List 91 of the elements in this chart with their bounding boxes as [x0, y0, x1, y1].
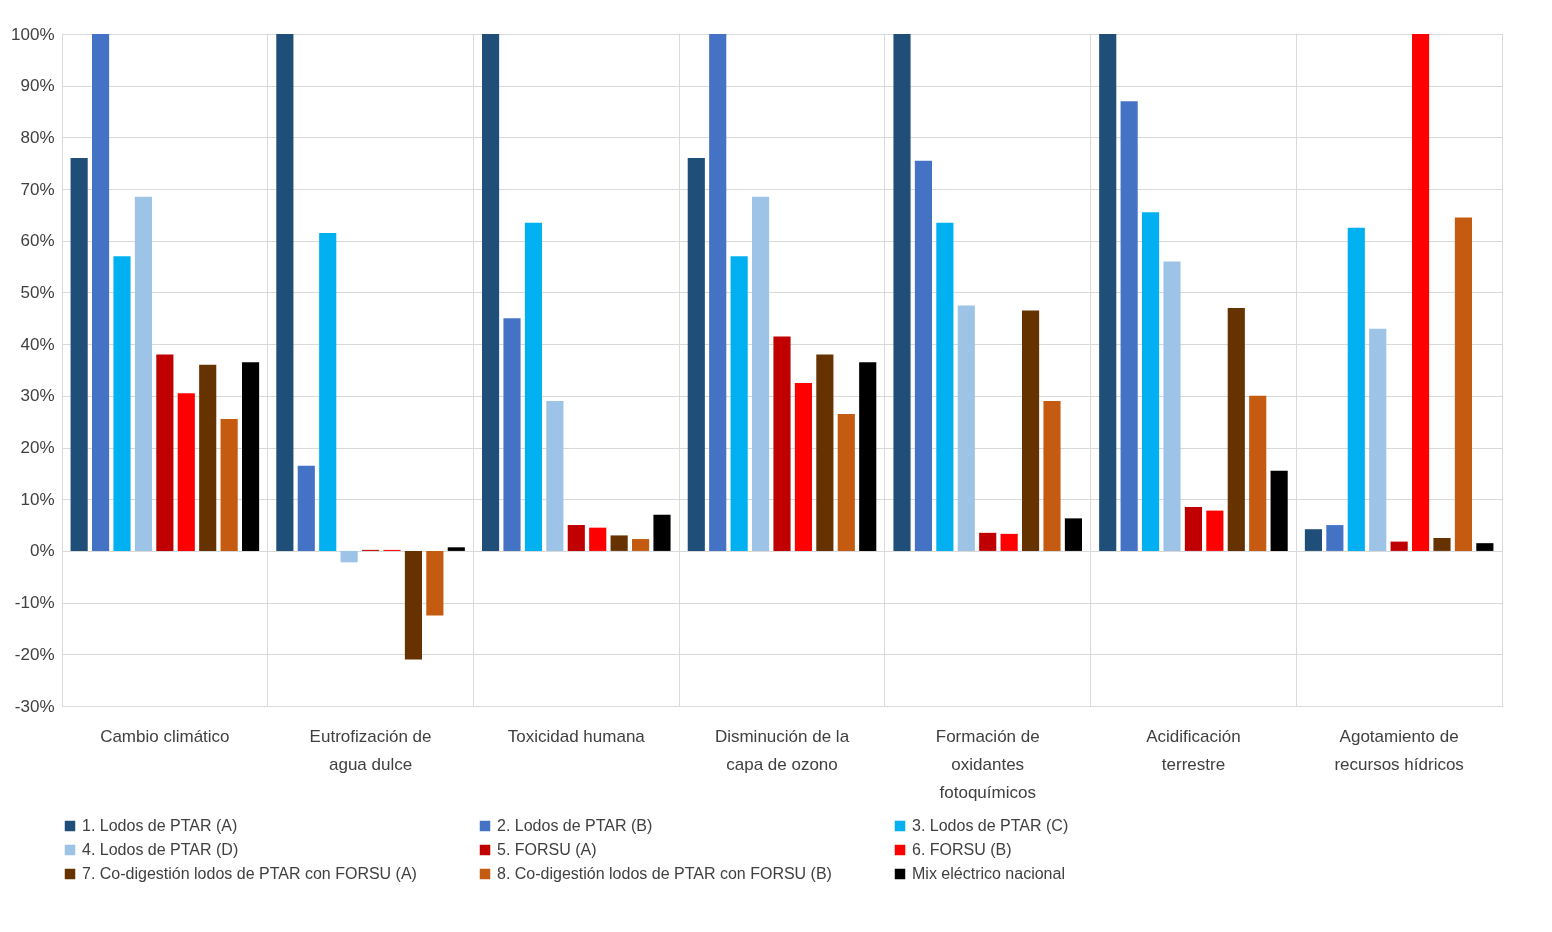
y-tick-label: -10%	[14, 593, 55, 613]
bar	[220, 419, 238, 551]
bar	[1347, 227, 1365, 551]
bar	[297, 465, 315, 551]
bar	[837, 413, 855, 551]
legend-label: Mix eléctrico nacional	[912, 865, 1065, 882]
bar	[1000, 533, 1018, 551]
bar	[503, 318, 521, 551]
y-tick-label: 30%	[20, 386, 55, 406]
bar	[893, 34, 911, 551]
bar	[482, 34, 500, 551]
y-tick-label: 90%	[20, 76, 55, 96]
bar	[177, 393, 195, 551]
bar	[1120, 101, 1138, 551]
y-tick-label: 0%	[29, 541, 55, 561]
bar	[936, 222, 954, 551]
x-tick-label: Agotamiento de recursos hídricos	[1334, 726, 1464, 774]
bar	[914, 160, 932, 551]
bar	[546, 401, 564, 551]
y-tick-label: 40%	[20, 334, 55, 354]
x-tick-label: Cambio climático	[100, 726, 230, 746]
x-tick-label: Toxicidad humana	[507, 726, 646, 746]
bar	[199, 364, 217, 551]
y-tick-label: 50%	[20, 282, 55, 302]
bar	[1369, 328, 1387, 551]
bar	[1064, 518, 1082, 551]
legend-label: 1. Lodos de PTAR (A)	[82, 817, 238, 834]
bar	[1454, 217, 1472, 551]
bar	[1390, 541, 1408, 551]
bar	[404, 550, 422, 660]
y-tick-label: 100%	[11, 24, 55, 44]
bar	[242, 362, 260, 551]
bar	[1433, 538, 1451, 551]
bar	[957, 305, 975, 551]
bar	[276, 34, 294, 551]
y-tick-label: 10%	[20, 489, 55, 509]
legend-label: 8. Co-digestión lodos de PTAR con FORSU (B)	[497, 865, 832, 882]
bar	[1249, 395, 1267, 551]
bar	[113, 256, 131, 551]
bar	[447, 547, 465, 551]
bar	[524, 222, 542, 551]
bar	[340, 550, 358, 563]
x-tick-label: Eutrofización de agua dulce	[309, 726, 432, 774]
y-tick-label: 20%	[20, 438, 55, 458]
bar	[1184, 506, 1202, 551]
bar	[979, 532, 997, 551]
legend-label: 4. Lodos de PTAR (D)	[82, 841, 239, 858]
bar	[859, 362, 877, 551]
bar	[567, 525, 585, 551]
bar	[610, 535, 628, 551]
bar	[1304, 529, 1322, 551]
bar	[92, 34, 110, 551]
bar	[156, 354, 174, 551]
y-tick-label: 80%	[20, 127, 55, 147]
legend-label: 5. FORSU (A)	[497, 841, 597, 858]
bar	[1142, 212, 1160, 551]
x-tick-label: Acidificación terrestre	[1146, 726, 1241, 774]
bar	[653, 514, 671, 551]
legend-label: 6. FORSU (B)	[912, 841, 1012, 858]
bar	[1270, 470, 1288, 551]
bar	[1022, 310, 1040, 551]
bar	[773, 336, 791, 551]
legend-label: 3. Lodos de PTAR (C)	[912, 817, 1069, 834]
legend-label: 7. Co-digestión lodos de PTAR con FORSU (A)	[82, 865, 417, 882]
bar	[426, 550, 444, 616]
x-tick-label: Formación de oxidantes fotoquímicos	[935, 726, 1040, 802]
bar	[730, 256, 748, 551]
bar	[1099, 34, 1117, 551]
bar	[1476, 543, 1494, 551]
bar	[1163, 261, 1181, 551]
bar	[816, 354, 834, 551]
bar	[1043, 401, 1061, 551]
bar	[134, 196, 152, 551]
bar	[709, 34, 727, 551]
y-tick-label: 70%	[20, 179, 55, 199]
bar	[1206, 510, 1224, 551]
bar	[752, 196, 770, 551]
bar	[687, 158, 705, 551]
bar	[1412, 34, 1430, 551]
legend-label: 2. Lodos de PTAR (B)	[497, 817, 653, 834]
bar	[1227, 307, 1245, 551]
bar	[632, 539, 650, 551]
y-tick-label: 60%	[20, 231, 55, 251]
x-tick-label: Disminución de la capa de ozono	[714, 726, 850, 774]
y-tick-label: -20%	[14, 644, 55, 664]
y-tick-label: -30%	[14, 696, 55, 716]
bar	[1326, 525, 1344, 551]
bar	[794, 382, 812, 551]
bar	[319, 233, 337, 551]
bar	[70, 158, 88, 551]
bar	[589, 527, 607, 551]
